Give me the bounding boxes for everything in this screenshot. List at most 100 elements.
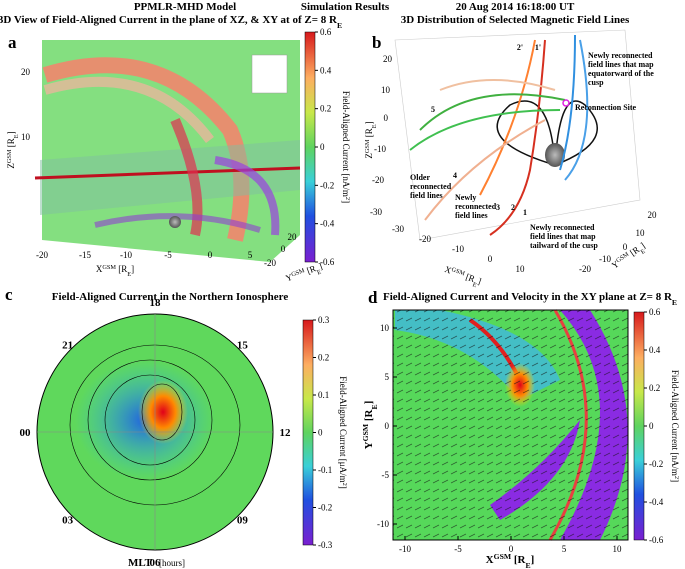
y-tick-label: 0 xyxy=(623,242,628,252)
colorbar-tick-label: 0.2 xyxy=(318,353,329,363)
script-text: E xyxy=(472,281,478,289)
x-tick-label: -30 xyxy=(392,224,404,234)
label-part: Z xyxy=(364,153,374,159)
y-tick-label: 10 xyxy=(380,323,390,333)
y-axis-label: YGSM [RE] xyxy=(361,401,379,450)
script-text: E xyxy=(370,404,379,409)
label-part: [R xyxy=(303,263,317,276)
x-tick-label: 10 xyxy=(613,544,623,554)
annotation-line: Newly reconnected xyxy=(530,223,595,232)
label-part: [R xyxy=(363,408,375,423)
label-part: [R xyxy=(462,271,476,284)
line-label: 2 xyxy=(511,203,515,212)
line-label: 1 xyxy=(523,208,527,217)
colorbar-tick-label: -0.4 xyxy=(320,219,335,229)
label-part: ] xyxy=(131,264,134,274)
x-axis-label: XGSM [RE] xyxy=(486,552,535,569)
y-axis-label: YGSM [RE] xyxy=(609,240,648,273)
script-text: 2 xyxy=(674,476,681,479)
panel-title: Field-Aligned Current and Velocity in th… xyxy=(383,291,677,307)
colorbar-tick-label: -0.3 xyxy=(318,540,333,550)
annotation-line: Newly reconnected xyxy=(588,51,653,60)
z-tick-label: 10 xyxy=(21,132,31,142)
label-part: 3D View of Field-Aligned Current in the … xyxy=(0,14,338,26)
label-part: ] xyxy=(639,240,647,250)
colorbar-tick-label: -0.6 xyxy=(649,535,664,545)
script-text: E xyxy=(127,271,131,278)
label-part: 3D Distribution of Selected Magnetic Fie… xyxy=(401,14,630,26)
script-text: E xyxy=(371,124,378,128)
x-tick-label: 0 xyxy=(488,254,493,264)
panel-d-image xyxy=(392,309,629,541)
line-label: 2' xyxy=(517,43,523,52)
panel-b-image xyxy=(394,29,641,241)
mlt-label: 15 xyxy=(237,340,249,352)
colorbar-tick-label: 0.2 xyxy=(320,104,331,114)
annotation: Newly reconnected field lines that map tai… xyxy=(530,223,598,250)
script-text: GSM xyxy=(451,266,467,277)
z-tick-label: -30 xyxy=(370,207,382,217)
label-part: ] xyxy=(338,486,348,489)
label-part: [R xyxy=(511,554,526,566)
annotation-line: field lines xyxy=(455,211,488,220)
panel-letter: b xyxy=(372,33,381,52)
panel-title: Field-Aligned Current in the Northern Io… xyxy=(52,291,289,303)
x-axis-label: XGSM [RE] xyxy=(96,264,134,278)
colorbar-label: Field-Aligned Current [nA/m2] xyxy=(341,91,352,203)
label-part: X xyxy=(486,554,494,566)
x-tick-label: -10 xyxy=(452,244,464,254)
header-time: 20 Aug 2014 16:18:00 UT xyxy=(456,1,575,13)
line-label: 5 xyxy=(431,105,435,114)
label-part: Z xyxy=(6,163,16,169)
annotation-line: field lines that map xyxy=(530,232,596,241)
colorbar xyxy=(304,31,316,263)
label-part: ] xyxy=(670,479,680,482)
y-tick-label: 10 xyxy=(636,228,646,238)
label-part: Field-Aligned Current [nA/m xyxy=(341,91,351,197)
label-part: Y xyxy=(284,272,294,284)
z-tick-label: 20 xyxy=(21,67,31,77)
colorbar-tick-label: -0.1 xyxy=(318,465,332,475)
mlt-title: MLT xyxy=(128,557,153,569)
label-part: Field-Aligned Current and Velocity in th… xyxy=(383,291,673,303)
x-tick-label: -5 xyxy=(164,250,172,260)
label-part: ] xyxy=(531,554,535,566)
label-part: [R xyxy=(116,264,127,274)
label-part: ] xyxy=(364,121,374,124)
x-tick-label: -5 xyxy=(454,544,462,554)
mlt-label: 12 xyxy=(280,427,292,439)
annotation-line: cusp xyxy=(588,78,604,87)
script-text: E xyxy=(316,268,322,276)
label-part: X xyxy=(443,264,453,276)
panel-title: 3D View of Field-Aligned Current in the … xyxy=(0,14,342,30)
script-text: E xyxy=(639,247,646,255)
label-part: ] xyxy=(341,200,351,203)
y-tick-label: -5 xyxy=(382,470,390,480)
label-part: X xyxy=(96,264,103,274)
z-tick-label: -20 xyxy=(372,175,384,185)
x-tick-label: -20 xyxy=(36,250,48,260)
colorbar-tick-label: 0 xyxy=(318,428,323,438)
z-tick-label: 20 xyxy=(383,54,393,64)
panel-c-image xyxy=(36,313,274,551)
colorbar-tick-label: -0.2 xyxy=(320,180,334,190)
colorbar-tick-label: 0.3 xyxy=(318,315,330,325)
annotation-line: reconnected xyxy=(410,182,452,191)
annotation-line: Older xyxy=(410,173,430,182)
label-part: ] xyxy=(6,131,16,134)
x-tick-label: 5 xyxy=(248,250,253,260)
y-tick-label: 5 xyxy=(385,372,390,382)
z-tick-label: 0 xyxy=(384,113,389,123)
annotation-line: field lines that map xyxy=(588,60,654,69)
annotation-line: field lines xyxy=(410,191,443,200)
annotation: Older reconnected field lines xyxy=(410,173,452,200)
mlt-label: 09 xyxy=(237,514,249,526)
annotation-line: equatorward of the xyxy=(588,69,654,78)
colorbar-tick-label: 0 xyxy=(320,142,325,152)
annotation-line: tailward of the cusp xyxy=(530,241,598,250)
y-tick-label: 0 xyxy=(281,244,286,254)
mlt-label: 00 xyxy=(20,427,32,439)
colorbar-tick-label: 0 xyxy=(649,421,654,431)
annotation: Newly reconnected field lines xyxy=(455,193,497,220)
